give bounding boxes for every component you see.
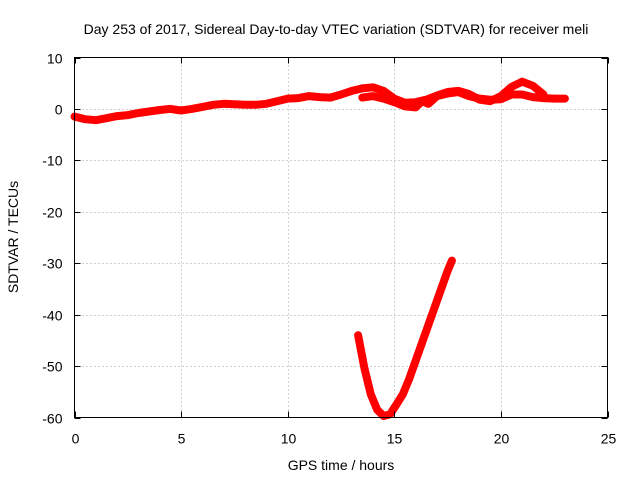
data-point	[433, 92, 441, 100]
data-point	[241, 101, 249, 109]
ticks	[74, 57, 609, 419]
series-layer	[70, 77, 569, 420]
data-point	[390, 98, 398, 106]
data-point	[486, 96, 494, 104]
data-point	[367, 390, 375, 398]
data-point	[284, 95, 292, 103]
data-point	[220, 100, 228, 108]
data-point	[369, 92, 377, 100]
data-point	[529, 82, 537, 90]
data-point	[418, 339, 426, 347]
data-point	[508, 91, 516, 98]
data-point	[497, 95, 505, 103]
data-point	[401, 102, 409, 110]
data-point	[124, 111, 132, 119]
y-tick-label: 0	[55, 102, 63, 118]
data-point	[518, 78, 526, 86]
data-point	[418, 97, 426, 105]
x-tick-label: 5	[178, 431, 186, 447]
x-tick-label: 10	[281, 431, 297, 447]
data-point	[454, 88, 462, 96]
data-point	[373, 406, 381, 414]
data-point	[113, 112, 121, 120]
data-point	[252, 101, 260, 109]
data-point	[198, 103, 206, 111]
data-point	[550, 95, 558, 103]
x-axis-label: GPS time / hours	[288, 457, 395, 473]
y-tick-label: -50	[42, 359, 62, 375]
data-point	[81, 115, 89, 123]
data-point	[405, 375, 413, 383]
data-point	[437, 285, 445, 293]
data-point	[444, 267, 452, 275]
x-tick-labels: 0 5 10 15 20 25	[72, 431, 617, 447]
data-point	[508, 83, 516, 91]
data-point	[145, 108, 153, 115]
data-point	[209, 101, 217, 109]
y-tick-label: -30	[42, 256, 62, 272]
data-point	[380, 412, 388, 420]
data-point	[561, 95, 569, 103]
data-point	[358, 94, 366, 102]
data-point	[230, 100, 238, 108]
data-point	[188, 105, 196, 113]
data-point	[399, 390, 407, 398]
y-tick-label: 10	[47, 51, 63, 67]
data-point	[305, 92, 313, 100]
data-point	[424, 100, 432, 108]
data-point	[424, 321, 432, 329]
data-point	[431, 303, 439, 311]
data-point	[326, 94, 334, 102]
data-point	[348, 87, 356, 95]
data-point	[518, 91, 526, 98]
data-point	[92, 116, 100, 124]
data-point	[369, 83, 377, 91]
data-point	[529, 93, 537, 101]
x-tick-label: 25	[601, 431, 617, 447]
data-point	[465, 92, 473, 100]
data-point	[386, 410, 394, 418]
data-point	[361, 365, 368, 373]
x-tick-label: 20	[494, 431, 510, 447]
data-point	[380, 95, 388, 103]
data-point	[444, 90, 452, 97]
data-point	[262, 100, 270, 108]
series-sdtvar-dip	[354, 256, 456, 420]
data-point	[156, 106, 164, 114]
data-point	[316, 93, 324, 101]
y-tick-label: -20	[42, 205, 62, 221]
data-point	[103, 114, 110, 122]
data-point	[358, 84, 366, 92]
data-point	[540, 94, 547, 102]
y-axis-label: SDTVAR / TECUs	[5, 181, 21, 293]
data-point	[380, 87, 388, 95]
data-point	[412, 103, 420, 111]
y-tick-label: -10	[42, 153, 62, 169]
x-tick-label: 0	[72, 431, 80, 447]
data-point	[354, 331, 362, 339]
plot-frame	[74, 57, 608, 418]
y-tick-label: -60	[42, 411, 62, 427]
data-point	[448, 257, 456, 265]
data-point	[412, 357, 420, 365]
data-point	[337, 91, 345, 98]
y-tick-label: -40	[42, 308, 62, 324]
data-point	[392, 401, 400, 409]
x-tick-label: 15	[387, 431, 403, 447]
data-point	[294, 94, 302, 102]
y-tick-labels: 10 0 -10 -20 -30 -40 -50 -60	[42, 51, 62, 427]
chart-title: Day 253 of 2017, Sidereal Day-to-day VTE…	[84, 21, 589, 37]
data-point	[476, 95, 484, 103]
data-point	[166, 105, 174, 113]
data-point	[273, 97, 281, 105]
data-point	[177, 107, 185, 114]
data-point	[135, 109, 142, 117]
